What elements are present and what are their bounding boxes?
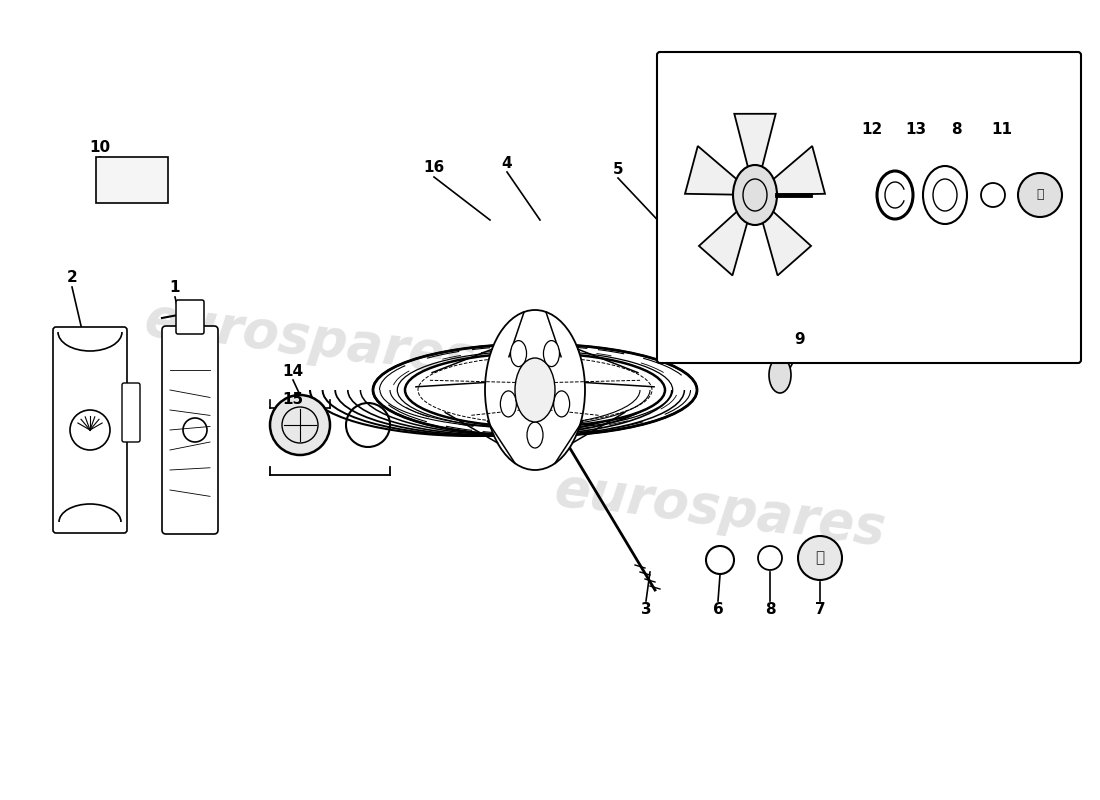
FancyBboxPatch shape (162, 326, 218, 534)
Text: 8: 8 (764, 602, 776, 618)
FancyBboxPatch shape (53, 327, 126, 533)
Text: 13: 13 (905, 122, 926, 138)
Text: 🐴: 🐴 (815, 550, 825, 566)
Ellipse shape (543, 341, 560, 366)
Text: 12: 12 (861, 122, 882, 138)
FancyBboxPatch shape (96, 157, 168, 203)
Text: 9: 9 (794, 333, 805, 347)
Ellipse shape (769, 357, 791, 393)
Text: eurospares: eurospares (551, 464, 889, 556)
FancyBboxPatch shape (176, 300, 204, 334)
Text: 7: 7 (815, 602, 825, 618)
Text: 14: 14 (283, 365, 304, 379)
Polygon shape (685, 146, 740, 194)
Text: 8: 8 (950, 122, 961, 138)
Text: 1: 1 (169, 281, 180, 295)
Text: 11: 11 (991, 122, 1012, 138)
Ellipse shape (714, 341, 722, 349)
Text: 2: 2 (67, 270, 77, 286)
FancyBboxPatch shape (122, 383, 140, 442)
Polygon shape (698, 208, 749, 275)
Polygon shape (770, 146, 825, 194)
Ellipse shape (527, 422, 543, 448)
Text: eurospares: eurospares (142, 294, 478, 386)
Ellipse shape (500, 391, 516, 417)
Text: 15: 15 (283, 393, 304, 407)
Ellipse shape (733, 165, 777, 225)
Polygon shape (761, 208, 811, 275)
FancyBboxPatch shape (657, 52, 1081, 363)
Text: 6: 6 (713, 602, 724, 618)
Ellipse shape (798, 536, 842, 580)
Text: 🐴: 🐴 (1036, 189, 1044, 202)
Text: 10: 10 (89, 141, 111, 155)
Ellipse shape (510, 341, 527, 366)
Polygon shape (735, 114, 776, 174)
Ellipse shape (485, 310, 585, 470)
Ellipse shape (553, 391, 570, 417)
Ellipse shape (515, 358, 556, 422)
Text: 5: 5 (613, 162, 624, 178)
Text: 16: 16 (424, 161, 444, 175)
Text: 3: 3 (640, 602, 651, 618)
Text: 4: 4 (502, 155, 513, 170)
Ellipse shape (1018, 173, 1062, 217)
Ellipse shape (270, 395, 330, 455)
Ellipse shape (405, 353, 666, 427)
